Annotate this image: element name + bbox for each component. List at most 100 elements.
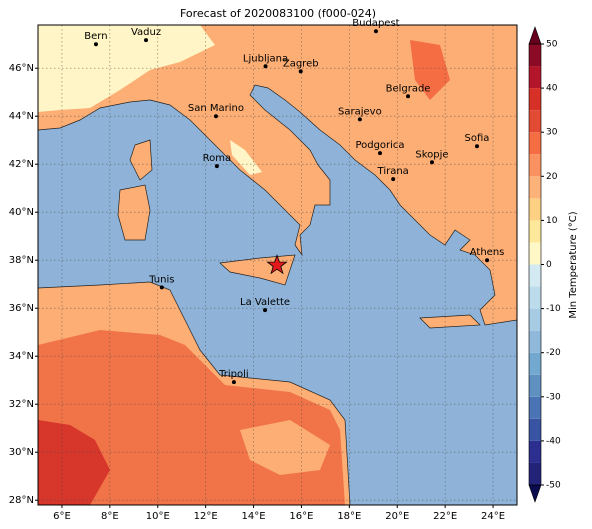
colorbar-tick-label: -10 xyxy=(546,304,561,314)
city-label: Tripoli xyxy=(218,369,249,380)
y-tick-label: 44°N xyxy=(9,111,34,122)
city-dot xyxy=(357,117,362,122)
colorbar-band xyxy=(529,154,541,177)
colorbar-band xyxy=(529,242,541,265)
colorbar-band xyxy=(529,88,541,111)
x-tick-label: 22°E xyxy=(433,511,457,522)
map-field xyxy=(38,25,517,505)
colorbar-tick-label: -30 xyxy=(546,392,561,402)
city-dot xyxy=(213,114,218,119)
y-tick-label: 42°N xyxy=(9,159,34,170)
y-tick-label: 46°N xyxy=(9,63,34,74)
y-tick-label: 38°N xyxy=(9,255,34,266)
event-marker xyxy=(266,253,288,275)
colorbar-tick-label: 0 xyxy=(546,260,552,270)
colorbar-under xyxy=(528,484,542,503)
x-tick-label: 6°E xyxy=(53,511,71,522)
city-label: Sofia xyxy=(465,133,490,144)
colorbar-band xyxy=(529,132,541,155)
city-label: Belgrade xyxy=(386,83,431,94)
x-tick-label: 10°E xyxy=(146,511,170,522)
y-tick-label: 36°N xyxy=(9,303,34,314)
colorbar-band xyxy=(529,44,541,67)
crete xyxy=(419,314,481,329)
alps-cool xyxy=(38,25,215,112)
title: Forecast of 2020083100 (f000-024) xyxy=(180,7,376,20)
city-dot xyxy=(298,69,303,74)
y-tick-label: 30°N xyxy=(9,447,34,458)
colorbar-tick-label: 40 xyxy=(546,84,558,94)
city-dot xyxy=(429,160,434,165)
x-tick-label: 12°E xyxy=(194,511,218,522)
colorbar-tick-label: 20 xyxy=(546,172,558,182)
city-dot xyxy=(214,164,219,169)
city-label: Sarajevo xyxy=(338,106,382,117)
y-tick-label: 34°N xyxy=(9,351,34,362)
colorbar-band xyxy=(529,374,541,397)
colorbar-band xyxy=(529,176,541,199)
city-label: Tirana xyxy=(377,166,409,177)
colorbar-label: Min Temperature (°C) xyxy=(568,211,579,318)
colorbar-band xyxy=(529,198,541,221)
city-label: Ljubljana xyxy=(243,53,288,64)
colorbar-tick-label: -40 xyxy=(546,436,561,446)
city-dot xyxy=(263,308,268,313)
city-label: Budapest xyxy=(352,18,399,29)
city-label: Athens xyxy=(470,247,505,258)
city-label: Tunis xyxy=(148,274,174,285)
y-tick-label: 28°N xyxy=(9,495,34,506)
city-label: Vaduz xyxy=(131,27,161,38)
city-dot xyxy=(231,380,236,385)
city-label: San Marino xyxy=(188,103,244,114)
map-frame xyxy=(37,24,518,506)
colorbar-band xyxy=(529,286,541,309)
city-label: Podgorica xyxy=(355,140,404,151)
x-tick-label: 14°E xyxy=(242,511,266,522)
city-label: Roma xyxy=(203,153,232,164)
balkans-warm xyxy=(410,40,450,100)
colorbar-tick-label: 30 xyxy=(546,128,558,138)
colorbar-band xyxy=(529,396,541,419)
colorbar-band xyxy=(529,330,541,353)
graticule xyxy=(38,25,517,505)
colorbar-band xyxy=(529,352,541,375)
africa-hot xyxy=(38,420,110,505)
city-label: Skopje xyxy=(415,149,448,160)
apennine-cool xyxy=(230,140,262,175)
y-tick-label: 40°N xyxy=(9,207,34,218)
colorbar-tick-label: 50 xyxy=(546,40,558,50)
colorbar-tick-label: -50 xyxy=(546,481,561,491)
y-tick-label: 32°N xyxy=(9,399,34,410)
africa-mild xyxy=(240,420,330,475)
city-dot xyxy=(93,42,98,47)
colorbar-band xyxy=(529,264,541,287)
colorbar-band xyxy=(529,462,541,485)
city-dot xyxy=(263,64,268,69)
x-tick-label: 18°E xyxy=(337,511,361,522)
city-dot xyxy=(406,94,411,99)
land-north xyxy=(38,25,517,326)
colorbar-band xyxy=(529,418,541,441)
x-tick-label: 20°E xyxy=(385,511,409,522)
city-dot xyxy=(378,151,383,156)
colorbar-band xyxy=(529,440,541,463)
colorbar-band xyxy=(529,220,541,243)
x-tick-label: 16°E xyxy=(289,511,313,522)
x-tick-label: 8°E xyxy=(101,511,119,522)
x-tick-label: 24°E xyxy=(481,511,505,522)
colorbar-tick-label: 10 xyxy=(546,216,558,226)
city-dot xyxy=(475,144,480,149)
colorbar-band xyxy=(529,110,541,133)
city-dot xyxy=(485,258,490,263)
city-label: Zagreb xyxy=(283,58,319,69)
city-dot xyxy=(159,285,164,290)
colorbar-band xyxy=(529,66,541,89)
city-dot xyxy=(391,177,396,182)
city-label: Bern xyxy=(84,31,107,42)
colorbar-tick-label: -20 xyxy=(546,348,561,358)
city-dot xyxy=(144,38,149,43)
corsica xyxy=(129,139,153,181)
colorbar-band xyxy=(529,308,541,331)
city-dot xyxy=(373,29,378,34)
